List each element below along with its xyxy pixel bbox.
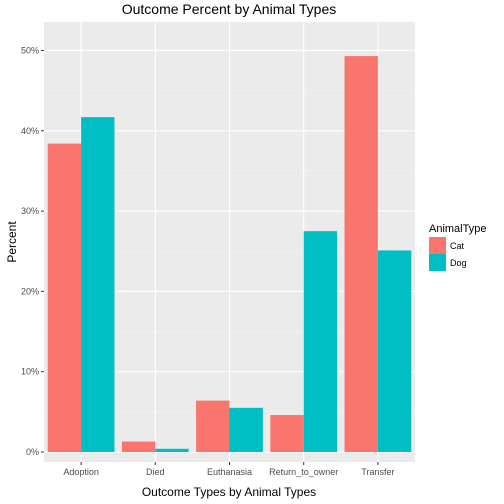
bar-dog-euthanasia	[229, 407, 263, 452]
y-tick-label: 30%	[21, 206, 39, 216]
bar-cat-euthanasia	[196, 400, 230, 452]
legend-title: AnimalType	[429, 223, 486, 235]
bar-cat-adoption	[47, 143, 82, 452]
y-axis-title: Percent	[5, 221, 19, 263]
legend-key-dog	[429, 254, 446, 271]
bars	[47, 56, 412, 453]
y-tick-label: 40%	[21, 126, 39, 136]
x-tick-label: Transfer	[361, 467, 394, 477]
x-tick-label: Euthanasia	[207, 467, 252, 477]
x-tick-label: Adoption	[63, 467, 99, 477]
x-tick-label: Return_to_owner	[269, 467, 338, 477]
legend: AnimalType Cat Dog	[429, 223, 486, 271]
y-tick-label: 10%	[21, 367, 39, 377]
bar-cat-return_to_owner	[270, 415, 304, 452]
bar-dog-adoption	[81, 117, 115, 453]
y-tick-label: 0%	[26, 447, 39, 457]
bar-cat-died	[121, 441, 156, 452]
bar-cat-transfer	[344, 56, 378, 453]
y-tick-label: 20%	[21, 286, 39, 296]
legend-label-cat: Cat	[450, 241, 465, 251]
chart-title: Outcome Percent by Animal Types	[122, 1, 337, 17]
legend-items: Cat Dog	[429, 237, 467, 271]
bar-dog-died	[155, 448, 189, 452]
legend-key-cat	[429, 237, 446, 254]
bar-dog-transfer	[377, 250, 412, 452]
x-axis-ticks: Adoption Died Euthanasia Return_to_owner Tra…	[63, 462, 394, 477]
y-tick-label: 50%	[21, 45, 39, 55]
x-axis-title: Outcome Types by Animal Types	[142, 485, 316, 499]
y-axis-ticks: 0% 10% 20% 30% 40% 50%	[21, 45, 44, 457]
x-tick-label: Died	[146, 467, 165, 477]
legend-label-dog: Dog	[450, 258, 467, 268]
bar-dog-return_to_owner	[303, 231, 338, 452]
